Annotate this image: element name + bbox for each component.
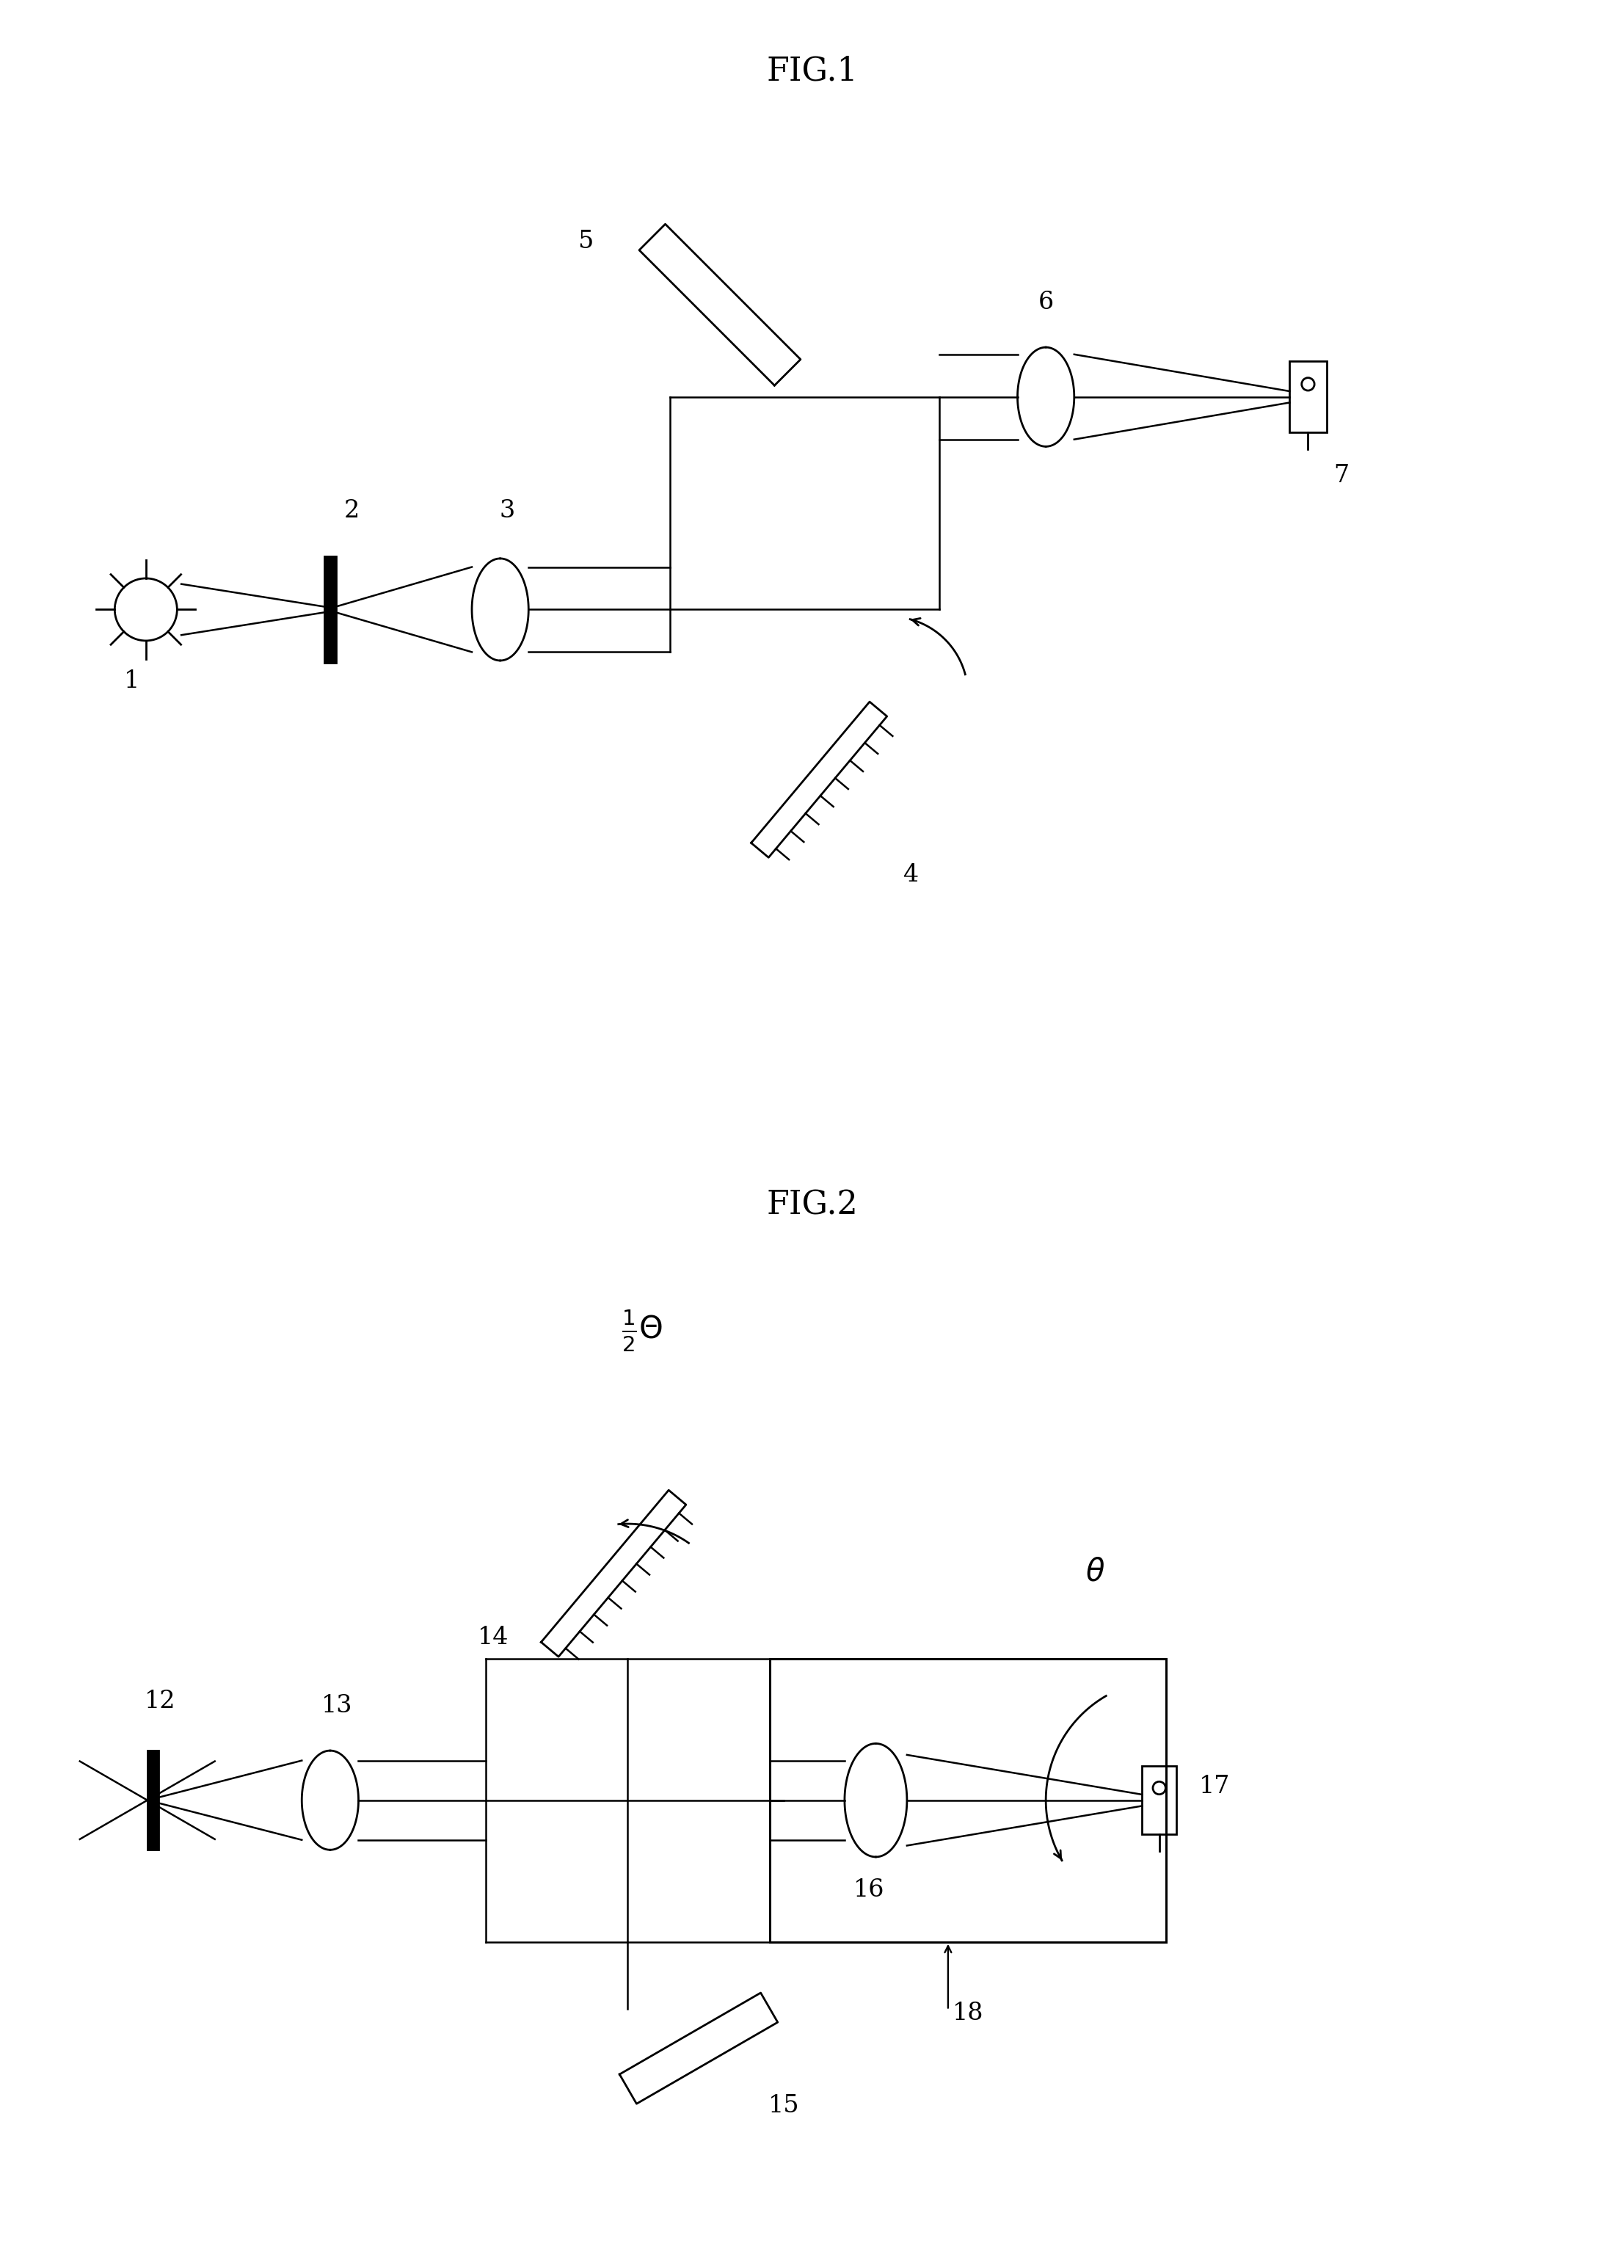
- Text: 18: 18: [952, 2003, 984, 2025]
- Text: 17: 17: [1199, 1776, 1229, 1799]
- Bar: [770, 1658, 1166, 1941]
- Text: 12: 12: [145, 1690, 175, 1712]
- Text: 3: 3: [500, 499, 515, 522]
- Bar: [1142, 1767, 1176, 1835]
- Text: 15: 15: [768, 2093, 799, 2118]
- Bar: [325, 556, 336, 662]
- Bar: [1289, 361, 1327, 433]
- Text: $\theta$: $\theta$: [1085, 1556, 1104, 1588]
- Text: 13: 13: [322, 1694, 352, 1717]
- Text: 1: 1: [123, 669, 140, 692]
- Text: 16: 16: [853, 1878, 885, 1903]
- Text: 6: 6: [1038, 290, 1054, 315]
- Text: 5: 5: [578, 229, 593, 254]
- Bar: [148, 1751, 159, 1851]
- Text: 2: 2: [344, 499, 359, 522]
- Text: 7: 7: [1333, 463, 1350, 488]
- Text: FIG.2: FIG.2: [767, 1188, 857, 1220]
- Text: FIG.1: FIG.1: [767, 54, 857, 86]
- Text: 14: 14: [477, 1626, 508, 1649]
- Text: 4: 4: [903, 864, 919, 887]
- Text: $\frac{1}{2}\Theta$: $\frac{1}{2}\Theta$: [622, 1309, 663, 1354]
